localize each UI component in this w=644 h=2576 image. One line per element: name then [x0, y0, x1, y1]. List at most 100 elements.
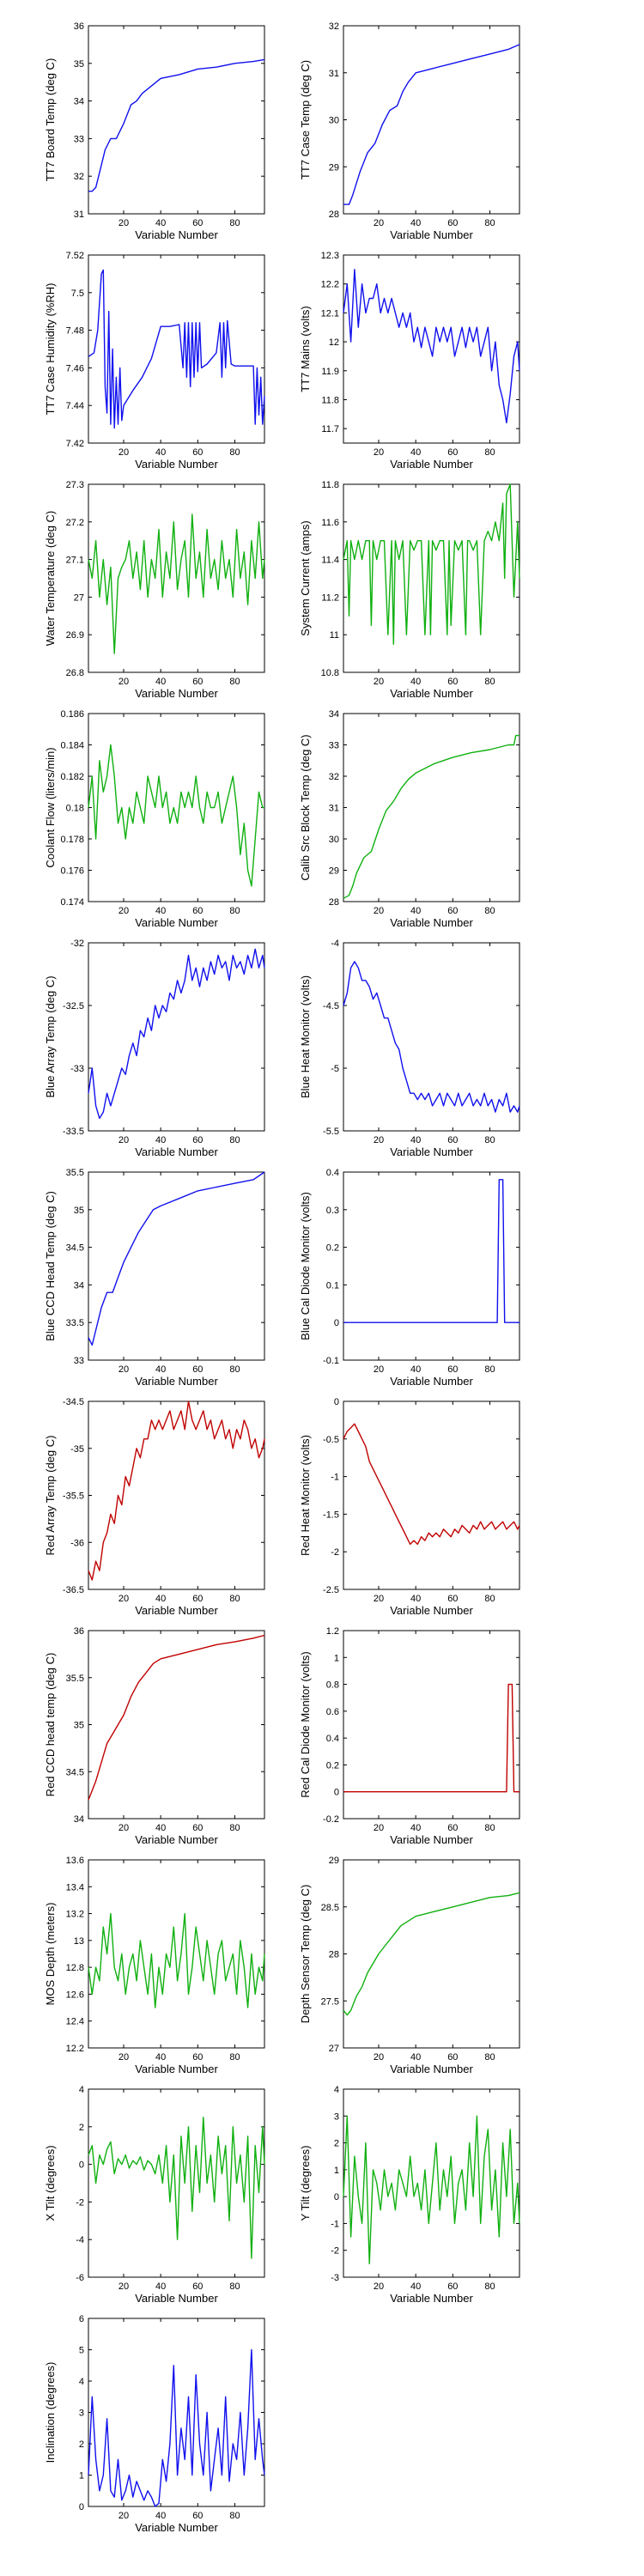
plot-frame [88, 1400, 265, 1590]
x-tick-label: 60 [192, 2281, 203, 2292]
subplot-6: 10.8 11 11.2 11.4 11.6 11.8 20 40 60 80 Variable N… [299, 480, 520, 700]
y-tick-label: -35 [70, 1444, 84, 1455]
x-tick-label: 60 [192, 1594, 203, 1604]
x-tick-label: 60 [192, 1364, 203, 1375]
y-tick-label: 7.48 [66, 326, 84, 337]
subplot-20: -3 -2 -1 0 1 2 3 4 20 40 60 80 Variable Number Y Tilt… [299, 2085, 520, 2305]
y-tick-label: 11 [330, 630, 339, 641]
series-line [343, 734, 519, 899]
subplot-7: 0.174 0.176 0.178 0.18 0.182 0.184 0.186 20 40 60… [44, 709, 265, 929]
y-axis-label: Blue Array Temp (deg C) [44, 975, 57, 1097]
series-line [88, 1912, 265, 2008]
x-tick-label: 20 [374, 677, 384, 687]
x-tick-label: 80 [484, 906, 495, 916]
x-axis-label: Variable Number [135, 2521, 218, 2534]
y-tick-label: 29 [329, 162, 339, 173]
series-line [343, 1683, 519, 1793]
y-axis-label: Inclination (degrees) [44, 2362, 57, 2464]
x-tick-label: 40 [155, 2052, 166, 2063]
y-tick-label: 10.8 [321, 668, 339, 678]
x-tick-label: 20 [374, 906, 384, 916]
subplot-18: 27 27.5 28 28.5 29 20 40 60 80 Variable Number Dep… [299, 1856, 520, 2075]
y-tick-label: 3 [79, 2409, 84, 2419]
x-tick-label: 60 [447, 218, 458, 228]
y-tick-label: -4 [331, 939, 339, 949]
y-tick-label: 2 [79, 2439, 84, 2450]
y-tick-label: 11.6 [321, 518, 339, 528]
x-tick-label: 20 [374, 1594, 384, 1604]
y-tick-label: 0.178 [60, 835, 84, 845]
y-tick-label: 28 [329, 210, 339, 220]
y-axis-label: TT7 Case Humidity (%RH) [44, 283, 57, 416]
subplot-2: 28 29 30 31 32 20 40 60 80 Variable Number TT7 Cas… [299, 21, 520, 241]
x-tick-label: 40 [155, 447, 166, 458]
y-tick-label: 11.8 [321, 480, 339, 490]
y-tick-label: 0.2 [326, 1243, 339, 1254]
x-tick-label: 40 [155, 1135, 166, 1145]
y-tick-label: 11.9 [321, 367, 339, 377]
x-tick-label: 60 [447, 2281, 458, 2292]
y-tick-label: -5.5 [323, 1127, 339, 1137]
y-tick-label: -35.5 [63, 1492, 84, 1502]
x-tick-label: 40 [410, 1364, 421, 1375]
x-tick-label: 20 [118, 218, 129, 228]
y-tick-label: 33 [329, 741, 339, 751]
x-tick-label: 60 [447, 1135, 458, 1145]
y-tick-label: -32.5 [63, 1001, 84, 1012]
x-tick-label: 80 [484, 677, 495, 687]
x-tick-label: 40 [410, 2052, 421, 2063]
y-tick-label: 0.18 [66, 804, 84, 814]
x-tick-label: 80 [229, 2281, 240, 2292]
x-tick-label: 20 [374, 1135, 384, 1145]
x-axis-label: Variable Number [390, 1145, 473, 1158]
y-tick-label: 0.186 [60, 709, 84, 720]
y-tick-label: -3 [331, 2273, 339, 2283]
y-axis-label: MOS Depth (meters) [44, 1903, 57, 2006]
series-line [343, 2115, 520, 2265]
subplot-15: 34 34.5 35 35.5 36 20 40 60 80 Variable Number Red… [44, 1626, 265, 1846]
series-line [343, 961, 520, 1113]
x-tick-label: 20 [118, 1135, 129, 1145]
series-line [343, 1423, 520, 1546]
x-tick-label: 80 [484, 1594, 495, 1604]
x-axis-label: Variable Number [390, 1604, 473, 1617]
y-tick-label: 26.9 [66, 630, 84, 641]
y-tick-label: 12.1 [321, 308, 339, 319]
series-line [88, 1171, 265, 1346]
y-tick-label: 2 [334, 2139, 339, 2149]
x-axis-label: Variable Number [135, 2292, 218, 2305]
subplot-12: -0.1 0 0.1 0.2 0.3 0.4 20 40 60 80 Variable Number… [299, 1168, 520, 1388]
y-tick-label: 12.3 [321, 251, 339, 261]
y-tick-label: 4 [334, 2085, 339, 2095]
y-tick-label: 27 [329, 2044, 339, 2054]
series-line [88, 1634, 265, 1801]
y-tick-label: 4 [79, 2085, 84, 2095]
x-tick-label: 40 [155, 677, 166, 687]
y-axis-label: Red Cal Diode Monitor (volts) [299, 1651, 312, 1798]
subplot-21: 0 1 2 3 4 5 6 20 40 60 80 Variable Number Inclinatio… [44, 2314, 265, 2534]
y-tick-label: -2 [76, 2197, 84, 2208]
y-tick-label: -33.5 [63, 1127, 84, 1137]
x-tick-label: 20 [374, 2052, 384, 2063]
y-tick-label: -33 [70, 1064, 84, 1074]
subplot-19: -6 -4 -2 0 2 4 20 40 60 80 Variable Number X Tilt (… [44, 2085, 265, 2305]
plot-frame [88, 713, 265, 902]
y-tick-label: 0 [79, 2502, 84, 2512]
x-axis-label: Variable Number [390, 687, 473, 700]
y-axis-label: TT7 Board Temp (deg C) [44, 58, 57, 182]
x-tick-label: 40 [155, 218, 166, 228]
y-tick-label: 7.5 [71, 289, 84, 299]
y-tick-label: 32 [329, 772, 339, 782]
x-tick-label: 60 [192, 906, 203, 916]
x-tick-label: 80 [229, 1135, 240, 1145]
y-tick-label: -32 [70, 939, 84, 949]
x-tick-label: 40 [155, 2281, 166, 2292]
y-tick-label: 27.5 [321, 1996, 339, 2007]
y-tick-label: -36.5 [63, 1585, 84, 1595]
series-line [88, 513, 265, 654]
plot-frame [88, 2088, 265, 2278]
y-tick-label: 0 [334, 1318, 339, 1328]
y-tick-label: 13.2 [66, 1910, 84, 1920]
y-tick-label: 0 [79, 2160, 84, 2171]
